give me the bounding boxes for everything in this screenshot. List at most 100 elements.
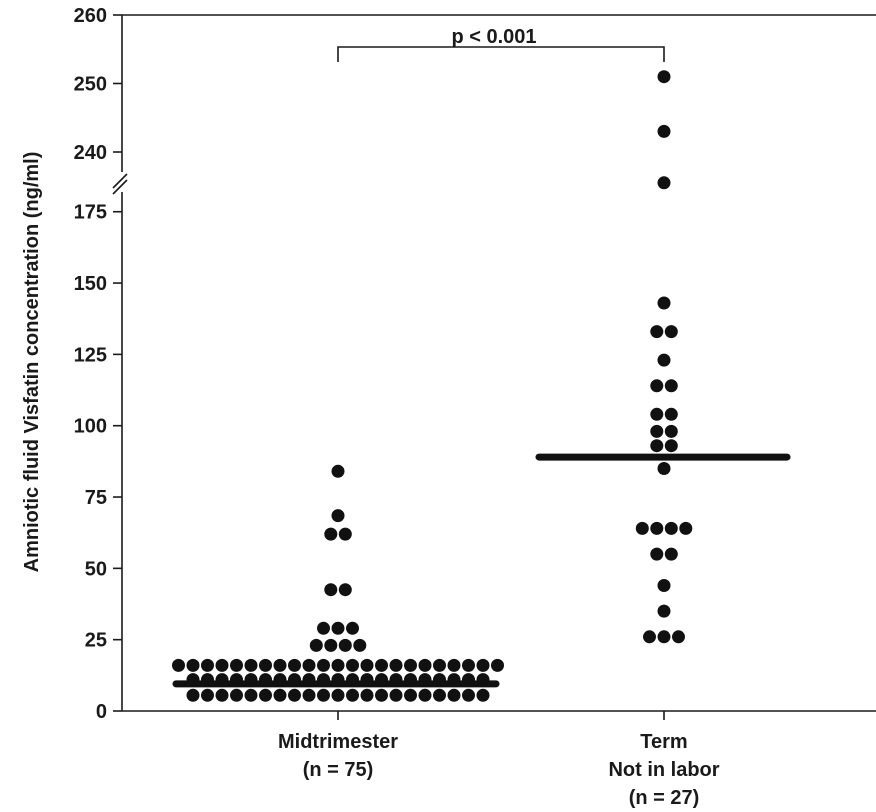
data-point (447, 673, 461, 687)
data-point (375, 688, 388, 702)
data-point (172, 658, 185, 672)
data-point (273, 688, 287, 702)
y-tick-label: 250 (74, 74, 107, 96)
y-tick-label: 150 (74, 273, 107, 295)
x-category-label: (n = 75) (303, 759, 374, 781)
data-point (317, 688, 330, 702)
data-point (317, 658, 330, 672)
y-tick-label: 260 (74, 5, 107, 27)
y-axis-title: Amniotic fluid Visfatin concentration (n… (21, 152, 43, 573)
x-category-label: Not in labor (608, 759, 719, 781)
y-tick-label: 50 (85, 558, 107, 580)
data-point (346, 688, 359, 702)
data-point (338, 638, 352, 652)
data-point (664, 424, 678, 438)
data-point (418, 658, 432, 672)
data-point (201, 673, 214, 687)
data-point (657, 353, 671, 367)
data-point (186, 658, 200, 672)
data-point (375, 658, 388, 672)
data-point (657, 124, 671, 138)
data-point (664, 439, 678, 453)
data-point (186, 688, 200, 702)
data-point (462, 658, 475, 672)
y-ticks: 0 25 50 75 100 125 150 175 240 250 260 (74, 5, 122, 723)
bracket-line (337, 46, 665, 62)
data-point (331, 509, 345, 523)
data-point (302, 658, 316, 672)
data-point (657, 604, 671, 618)
data-point (230, 688, 243, 702)
data-point (635, 521, 649, 535)
y-tick-label: 25 (85, 630, 107, 652)
data-point (664, 547, 678, 561)
data-point (650, 439, 664, 453)
data-point (360, 658, 374, 672)
data-point (650, 521, 664, 535)
significance-bracket (337, 46, 665, 62)
data-point (650, 547, 664, 561)
data-point (643, 630, 656, 644)
data-point (331, 464, 345, 478)
axes: Midtrimester (n = 75) Term Not in labor (n =… (112, 14, 876, 809)
data-point (331, 673, 345, 687)
data-point (462, 673, 475, 687)
data-points (172, 70, 693, 702)
data-point (244, 673, 258, 687)
data-point (447, 658, 461, 672)
data-point (309, 638, 323, 652)
data-point (259, 658, 272, 672)
data-point (672, 630, 685, 644)
data-point (476, 673, 490, 687)
data-point (664, 407, 678, 421)
data-point (201, 688, 214, 702)
data-point (346, 658, 359, 672)
data-point (302, 673, 316, 687)
data-point (433, 688, 446, 702)
data-point (273, 658, 287, 672)
data-point (650, 379, 664, 393)
data-point (650, 407, 664, 421)
data-point (259, 688, 272, 702)
data-point (288, 658, 301, 672)
data-point (288, 673, 301, 687)
data-point (186, 673, 200, 687)
data-point (215, 673, 229, 687)
data-point (215, 688, 229, 702)
data-point (288, 688, 301, 702)
y-tick-label: 175 (74, 202, 107, 224)
data-point (360, 688, 374, 702)
data-point (491, 658, 504, 672)
median-lines (172, 453, 791, 688)
data-point (404, 673, 417, 687)
data-point (664, 325, 678, 339)
data-point (360, 673, 374, 687)
data-point (389, 673, 403, 687)
y-tick-label: 125 (74, 344, 107, 366)
x-category-label: Term (640, 731, 687, 753)
data-point (404, 688, 417, 702)
data-point (476, 658, 490, 672)
data-point (259, 673, 272, 687)
data-point (664, 521, 678, 535)
data-point (302, 688, 316, 702)
x-category-label: (n = 27) (629, 787, 700, 809)
data-point (664, 379, 678, 393)
data-point (462, 688, 475, 702)
data-point (324, 583, 338, 597)
data-point (338, 527, 352, 541)
y-tick-label: 100 (74, 416, 107, 438)
data-point (317, 673, 330, 687)
data-point (389, 688, 403, 702)
data-point (317, 621, 330, 635)
y-tick-label: 240 (74, 142, 107, 164)
data-point (244, 688, 258, 702)
data-point (331, 658, 345, 672)
data-point (418, 673, 432, 687)
axis-break-mark (112, 179, 128, 195)
data-point (346, 673, 359, 687)
data-point (331, 688, 345, 702)
data-point (404, 658, 417, 672)
data-point (433, 673, 446, 687)
data-point (679, 521, 693, 535)
